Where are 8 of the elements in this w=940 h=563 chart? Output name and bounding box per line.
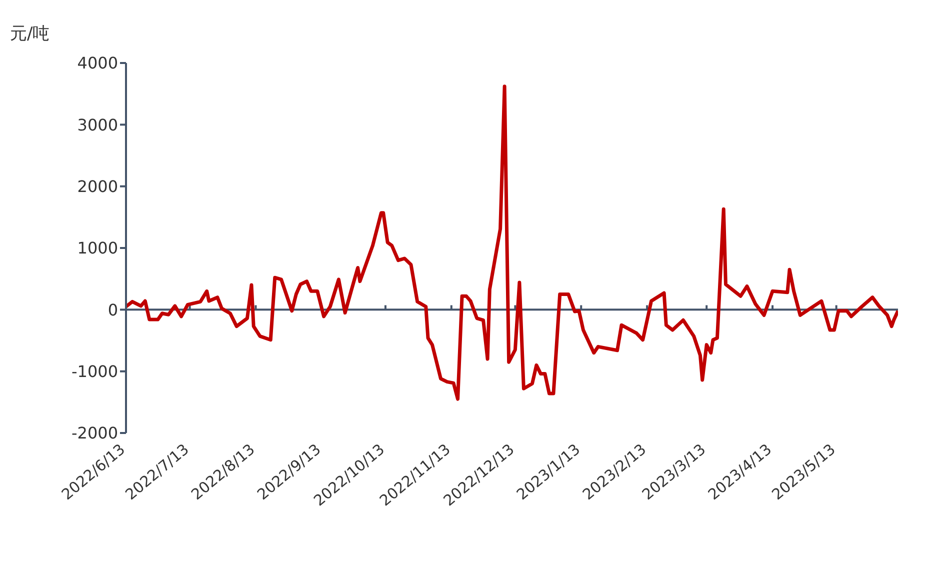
y-tick-label: 0 bbox=[108, 300, 118, 320]
y-tick-label: 3000 bbox=[77, 115, 118, 134]
y-tick-label: -2000 bbox=[72, 424, 118, 443]
y-tick-label: 4000 bbox=[77, 54, 118, 73]
y-tick-label: 1000 bbox=[77, 238, 118, 258]
y-tick-label: 2000 bbox=[77, 177, 118, 196]
y-axis-title: 元/吨 bbox=[10, 23, 50, 45]
y-tick-label: -1000 bbox=[72, 362, 118, 382]
